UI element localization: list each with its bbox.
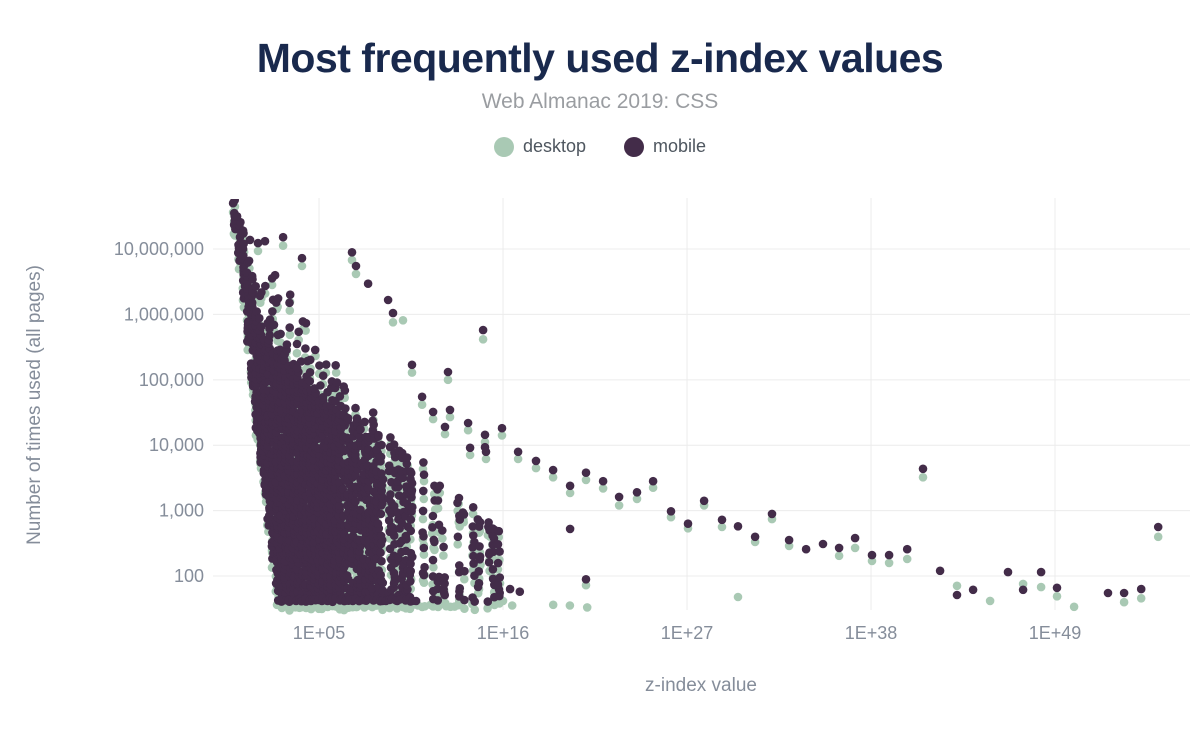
svg-text:1E+16: 1E+16 xyxy=(477,623,530,643)
svg-text:10,000,000: 10,000,000 xyxy=(114,239,204,259)
y-axis-tick-labels: 100 1,000 10,000 100,000 1,000,000 10,000,000 xyxy=(114,239,204,586)
y-axis-title: Number of times used (all pages) xyxy=(24,265,45,545)
svg-text:1E+38: 1E+38 xyxy=(845,623,898,643)
legend-item-desktop[interactable]: desktop xyxy=(493,136,586,157)
chart-subtitle: Web Almanac 2019: CSS xyxy=(481,90,719,113)
svg-text:1E+05: 1E+05 xyxy=(293,623,346,643)
svg-text:1,000,000: 1,000,000 xyxy=(124,304,204,324)
svg-text:10,000: 10,000 xyxy=(149,435,204,455)
legend-item-mobile[interactable]: mobile xyxy=(624,136,706,157)
chart-header: Most frequently used z-index values Web … xyxy=(0,0,1200,157)
svg-text:100,000: 100,000 xyxy=(139,370,204,390)
svg-text:100: 100 xyxy=(174,566,204,586)
svg-text:1E+27: 1E+27 xyxy=(661,623,714,643)
desktop-swatch-icon xyxy=(493,136,514,157)
mobile-series-points[interactable] xyxy=(228,196,1163,607)
svg-text:1E+49: 1E+49 xyxy=(1029,623,1082,643)
legend-label-desktop: desktop xyxy=(522,136,586,156)
legend: desktop mobile xyxy=(0,136,1200,157)
x-axis-tick-labels: 1E+05 1E+16 1E+27 1E+38 1E+49 xyxy=(293,623,1082,643)
svg-text:1,000: 1,000 xyxy=(159,501,204,521)
mobile-swatch-icon xyxy=(624,136,644,157)
chart-title: Most frequently used z-index values xyxy=(256,35,944,81)
legend-label-mobile: mobile xyxy=(653,136,707,156)
x-axis-title: z-index value xyxy=(645,675,757,696)
